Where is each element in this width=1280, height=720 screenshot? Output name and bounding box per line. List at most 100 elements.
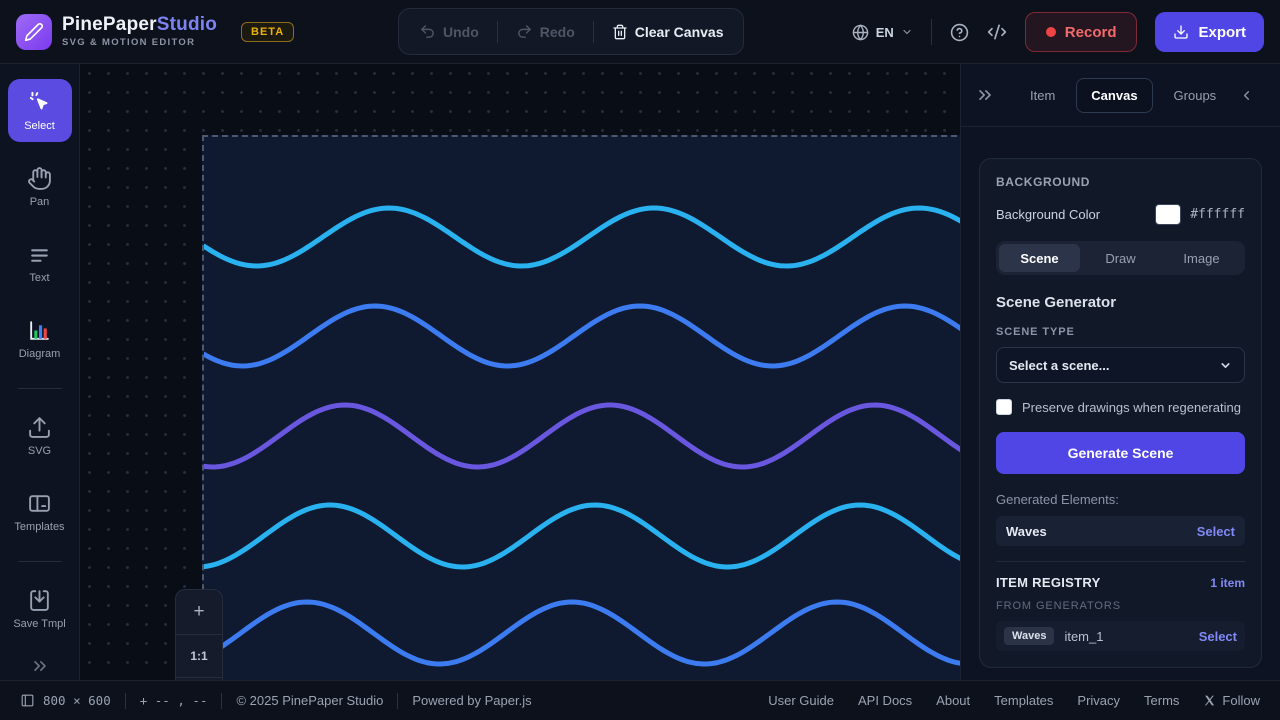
text-lines-icon xyxy=(31,249,48,262)
tab-item[interactable]: Item xyxy=(1015,78,1070,113)
clear-canvas-label: Clear Canvas xyxy=(634,23,724,40)
tool-save-tmpl-label: Save Tmpl xyxy=(13,618,66,630)
sidebar-expand-button[interactable] xyxy=(30,656,50,676)
tool-templates[interactable]: Templates xyxy=(8,481,72,543)
panel-tabs: Item Canvas Groups xyxy=(1015,77,1232,113)
wave-3[interactable] xyxy=(204,402,995,470)
status-divider xyxy=(124,692,126,709)
canvas-settings-card: BACKGROUND Background Color #ffffff Scen… xyxy=(979,158,1262,668)
scene-type-label: SCENE TYPE xyxy=(996,326,1075,338)
language-selector[interactable]: EN xyxy=(852,23,913,41)
layout-icon xyxy=(29,495,50,512)
link-user-guide[interactable]: User Guide xyxy=(768,693,834,708)
link-api-docs[interactable]: API Docs xyxy=(857,693,913,708)
follow-label: Follow xyxy=(1222,693,1260,708)
generated-element-name: Waves xyxy=(1006,523,1047,539)
wave-5[interactable] xyxy=(204,599,995,667)
wave-1[interactable] xyxy=(204,205,995,269)
beta-badge: BETA xyxy=(241,21,295,42)
status-divider xyxy=(221,692,223,709)
hand-icon xyxy=(28,167,51,190)
link-follow[interactable]: Follow xyxy=(1203,693,1260,708)
header-right: EN Record Export xyxy=(852,0,1264,64)
upload-icon xyxy=(29,417,50,438)
zoom-reset-button[interactable]: 1:1 xyxy=(176,635,222,677)
app-header: PinePaperStudio SVG & MOTION EDITOR BETA… xyxy=(0,0,1280,64)
history-toolbar: Undo Redo Clear Canvas xyxy=(398,8,745,55)
background-mode-tabs: Scene Draw Image xyxy=(996,241,1245,275)
background-color-row: Background Color #ffffff xyxy=(996,204,1245,225)
copyright-text: © 2025 PinePaper Studio xyxy=(236,693,384,708)
workspace[interactable]: + 1:1 − xyxy=(80,64,997,720)
app-title: PinePaper xyxy=(62,13,157,35)
wave-4[interactable] xyxy=(204,502,995,570)
help-button[interactable] xyxy=(950,23,969,42)
tab-groups[interactable]: Groups xyxy=(1159,78,1232,113)
registry-item-select-link[interactable]: Select xyxy=(1198,628,1237,644)
mode-tab-draw[interactable]: Draw xyxy=(1080,244,1161,272)
preserve-drawings-label: Preserve drawings when regenerating xyxy=(1022,399,1241,415)
link-terms[interactable]: Terms xyxy=(1144,693,1180,708)
tool-save-template[interactable]: Save Tmpl xyxy=(8,578,72,640)
record-button[interactable]: Record xyxy=(1024,12,1138,52)
generated-element-select-link[interactable]: Select xyxy=(1196,523,1235,539)
redo-label: Redo xyxy=(539,23,575,40)
mode-tab-scene[interactable]: Scene xyxy=(999,244,1080,272)
generate-scene-button[interactable]: Generate Scene xyxy=(996,432,1245,474)
chevrons-right-icon xyxy=(979,90,991,100)
bar-chart-icon xyxy=(30,321,49,340)
globe-icon xyxy=(852,23,869,41)
record-label: Record xyxy=(1064,23,1117,41)
sidebar-divider xyxy=(17,388,62,389)
link-templates[interactable]: Templates xyxy=(994,693,1054,708)
registry-item-name: item_1 xyxy=(1064,628,1104,644)
panel-header: Item Canvas Groups - xyxy=(961,64,1280,127)
powered-by-link[interactable]: Powered by Paper.js xyxy=(412,693,532,708)
panel-header-actions: - xyxy=(1239,88,1280,103)
item-registry-title: ITEM REGISTRY xyxy=(996,575,1101,590)
header-divider xyxy=(930,19,932,45)
undo-button[interactable]: Undo xyxy=(413,17,485,46)
background-color-swatch[interactable] xyxy=(1155,204,1182,225)
generated-elements-label: Generated Elements: xyxy=(996,492,1119,507)
tab-canvas[interactable]: Canvas xyxy=(1076,77,1153,113)
zoom-in-button[interactable]: + xyxy=(176,590,222,634)
tool-svg-upload[interactable]: SVG xyxy=(8,405,72,467)
preserve-drawings-checkbox[interactable] xyxy=(996,399,1012,415)
status-divider xyxy=(397,692,399,709)
zoom-divider xyxy=(176,677,222,678)
chevron-left-icon xyxy=(1244,90,1250,100)
tool-select[interactable]: Select xyxy=(7,79,72,142)
mode-tab-image[interactable]: Image xyxy=(1161,244,1242,272)
chevrons-right-icon xyxy=(33,661,46,671)
export-label: Export xyxy=(1198,23,1246,41)
link-about[interactable]: About xyxy=(936,693,971,708)
export-button[interactable]: Export xyxy=(1155,12,1264,52)
panel-back-button[interactable] xyxy=(1239,88,1254,103)
status-left: 800 × 600 + -- , -- © 2025 PinePaper Stu… xyxy=(20,692,532,709)
tool-text-label: Text xyxy=(29,272,50,284)
panel-collapse-button[interactable] xyxy=(975,85,995,105)
tool-diagram[interactable]: Diagram xyxy=(8,308,72,370)
from-generators-label: FROM GENERATORS xyxy=(996,600,1121,612)
tool-diagram-label: Diagram xyxy=(18,348,61,360)
code-button[interactable] xyxy=(987,22,1007,42)
scene-type-select-value: Select a scene... xyxy=(1009,357,1110,373)
chevron-down-icon xyxy=(1219,359,1232,372)
link-privacy[interactable]: Privacy xyxy=(1077,693,1121,708)
canvas-dimensions: 800 × 600 xyxy=(20,693,111,708)
clear-canvas-button[interactable]: Clear Canvas xyxy=(606,18,730,46)
item-registry-header: ITEM REGISTRY 1 item xyxy=(996,575,1245,590)
toolbar-divider xyxy=(496,20,498,43)
logo-text: PinePaperStudio SVG & MOTION EDITOR xyxy=(62,13,217,48)
tool-pan[interactable]: Pan xyxy=(8,156,72,218)
tool-text[interactable]: Text xyxy=(8,232,72,294)
sidebar-divider xyxy=(17,561,62,562)
drawing-canvas[interactable] xyxy=(202,135,997,720)
redo-button[interactable]: Redo xyxy=(510,17,581,46)
wave-2[interactable] xyxy=(204,303,995,369)
select-cursor-icon xyxy=(29,91,47,110)
code-icon xyxy=(987,24,1006,40)
tool-pan-label: Pan xyxy=(29,196,50,208)
scene-type-select[interactable]: Select a scene... xyxy=(996,347,1245,383)
